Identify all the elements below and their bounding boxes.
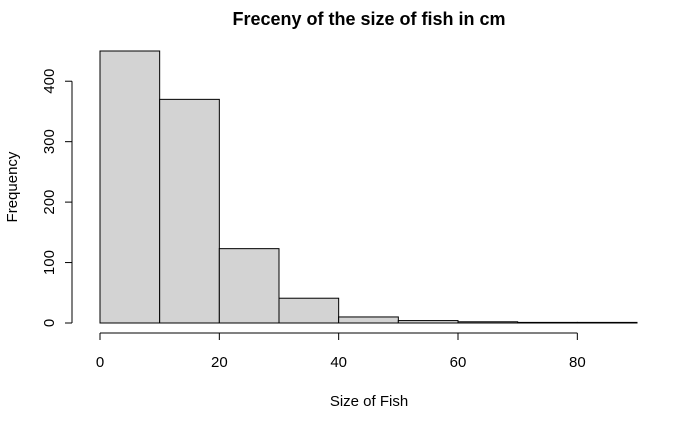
y-axis-label: Frequency bbox=[4, 151, 21, 222]
x-tick-label: 0 bbox=[96, 354, 104, 371]
chart-title: Freceny of the size of fish in cm bbox=[232, 9, 505, 29]
y-tick-label: 400 bbox=[41, 69, 58, 94]
x-axis-label: Size of Fish bbox=[330, 393, 408, 410]
bar bbox=[338, 316, 399, 324]
bar bbox=[278, 297, 340, 324]
bar bbox=[576, 321, 638, 324]
y-tick-label: 0 bbox=[41, 319, 58, 327]
bar bbox=[517, 321, 578, 324]
x-tick-label: 60 bbox=[450, 354, 467, 371]
bar bbox=[159, 98, 220, 324]
bar bbox=[99, 50, 161, 324]
bar bbox=[397, 320, 459, 324]
y-tick-label: 100 bbox=[41, 250, 58, 275]
y-tick-label: 300 bbox=[41, 129, 58, 154]
bar bbox=[218, 248, 280, 324]
x-tick-label: 20 bbox=[211, 354, 228, 371]
y-tick-label: 200 bbox=[41, 190, 58, 215]
x-tick-label: 80 bbox=[569, 354, 586, 371]
bar bbox=[457, 321, 519, 324]
x-tick-label: 40 bbox=[330, 354, 347, 371]
